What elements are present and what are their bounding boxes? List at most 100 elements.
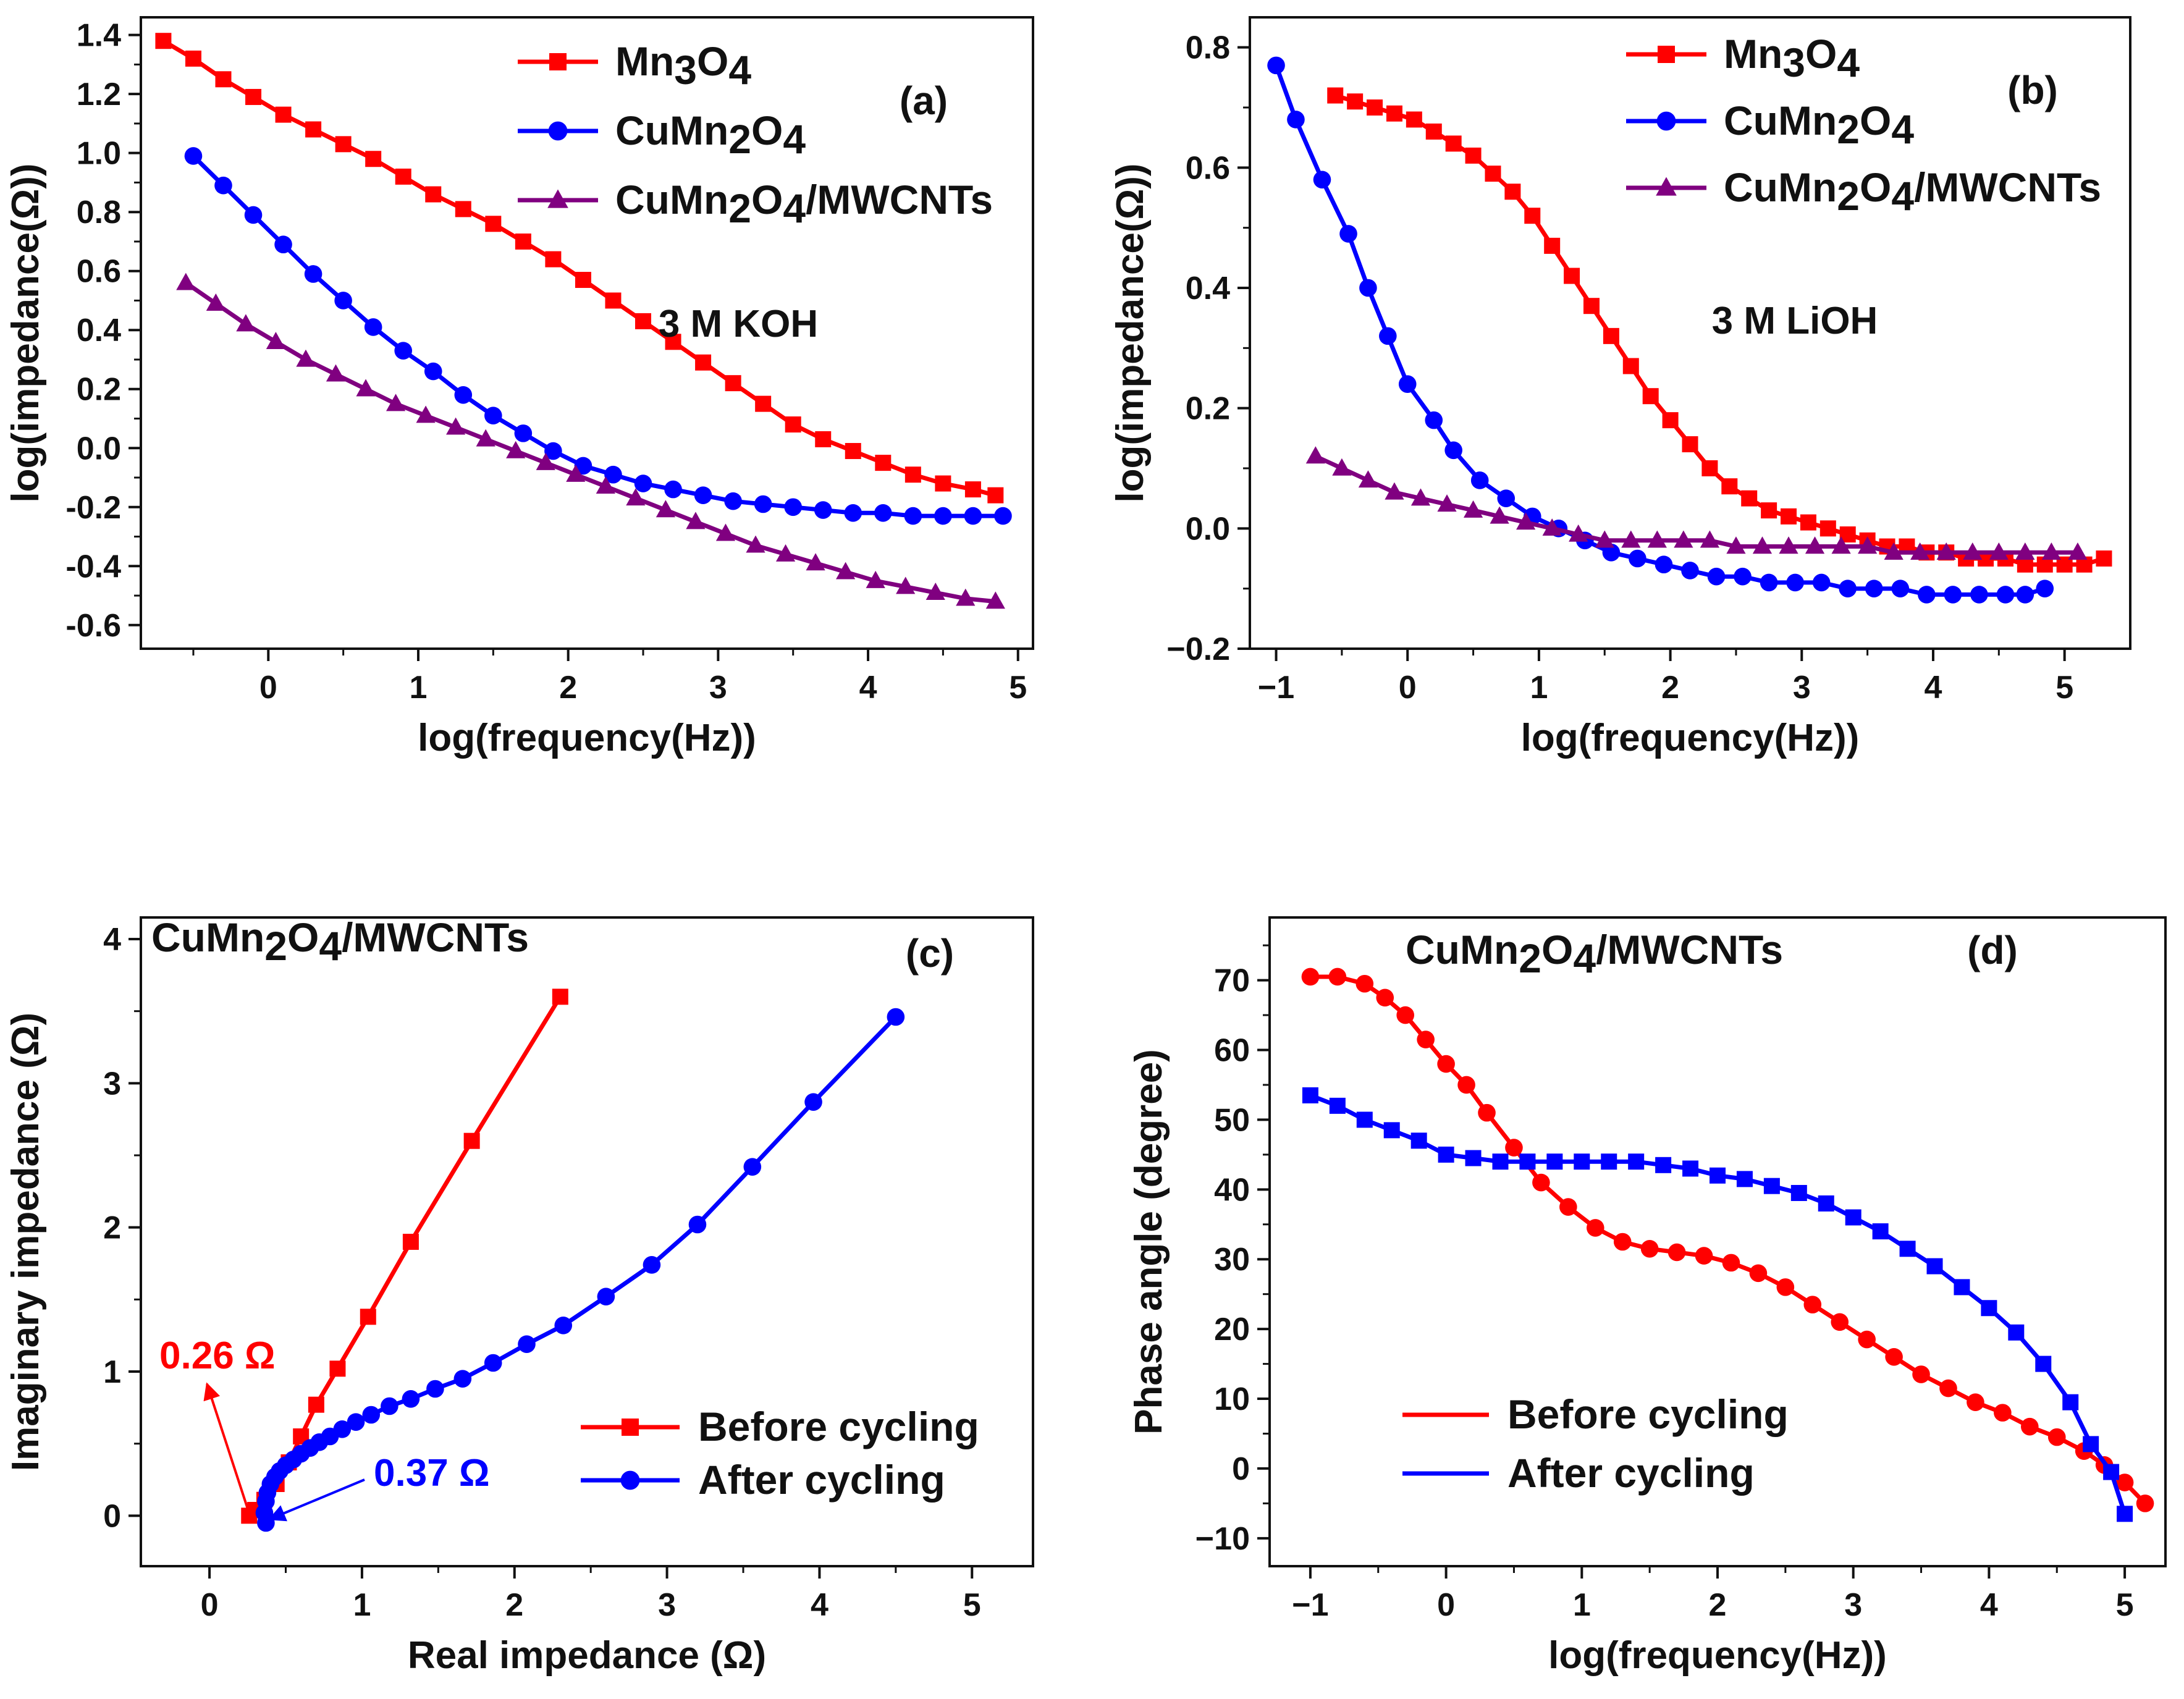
data-point [424, 362, 442, 381]
data-point [836, 562, 856, 580]
panel-label: (b) [2007, 68, 2058, 112]
series-cumn2o4 [1267, 56, 2054, 604]
data-point [1385, 482, 1404, 500]
data-point [275, 106, 292, 123]
resistance-annotation: 0.26 Ω [159, 1334, 276, 1377]
data-point [1944, 586, 1962, 604]
series-cumn2o4 [184, 147, 1012, 525]
data-point [1465, 1150, 1482, 1166]
data-point [1444, 441, 1462, 460]
data-point [308, 1396, 324, 1413]
data-point [1800, 514, 1816, 531]
legend-entry-label: After cycling [1507, 1450, 1755, 1496]
data-point [455, 201, 471, 217]
x-tick-label: 4 [859, 670, 877, 706]
data-point [1564, 268, 1580, 284]
data-point [1438, 1146, 1454, 1163]
data-point [453, 1370, 472, 1388]
data-point [1516, 512, 1536, 530]
data-point [402, 1234, 419, 1250]
data-point [1485, 166, 1501, 182]
x-tick-label: 5 [2116, 1587, 2134, 1623]
data-point [1603, 327, 1619, 344]
data-point [1383, 1122, 1400, 1139]
data-point [2041, 542, 2061, 560]
data-point [1819, 520, 1836, 537]
y-tick-label: −10 [1195, 1521, 1250, 1557]
data-point [2096, 550, 2112, 567]
data-point [394, 342, 413, 360]
data-point [2068, 542, 2088, 560]
x-tick-label: 4 [811, 1587, 828, 1623]
x-tick-label: 1 [1573, 1587, 1591, 1623]
data-point [2136, 1495, 2154, 1512]
legend: Mn3O4 CuMn2O4 CuMn2O4/MWCNTs [1626, 31, 2101, 219]
data-point [1885, 1347, 1903, 1366]
data-point [1721, 478, 1738, 495]
data-point [2083, 1436, 2099, 1452]
data-point [1329, 1097, 1346, 1114]
data-point [985, 591, 1005, 609]
data-point [184, 147, 203, 165]
data-point [1655, 555, 1673, 574]
data-point [1967, 1393, 1984, 1411]
data-point [1463, 500, 1483, 518]
x-tick-label: 0 [201, 1587, 219, 1623]
data-point [1682, 436, 1698, 453]
data-point [463, 1132, 480, 1149]
data-point [1437, 1055, 1455, 1073]
y-tick-label: 0.4 [77, 313, 121, 348]
y-tick-label: 1.2 [77, 77, 121, 112]
data-point [1379, 327, 1397, 345]
y-axis-label: log(impedance(Ω)) [1109, 163, 1152, 502]
data-point [1763, 1178, 1780, 1194]
data-point [1396, 1006, 1414, 1024]
panel-b: −1 0 1 2 3 4 5 −0.2 0.0 0.2 0.4 0.6 0.8 log(frequency… [1109, 16, 2131, 759]
legend-entry-label: CuMn2O4 [615, 108, 806, 162]
data-point [1647, 530, 1667, 548]
data-point [514, 424, 533, 442]
series-before-cycling [1301, 968, 2154, 1512]
y-tick-label: 4 [103, 922, 121, 958]
data-point [1805, 536, 1825, 554]
data-point [381, 1397, 398, 1415]
data-point [1865, 580, 1883, 597]
data-point [1700, 530, 1720, 548]
data-point [1504, 183, 1521, 200]
data-point [845, 443, 861, 460]
x-tick-label: 1 [353, 1587, 371, 1623]
data-point [1655, 1157, 1672, 1173]
data-point [329, 1360, 346, 1377]
data-point [1954, 1279, 1970, 1296]
x-tick-label: −1 [1292, 1587, 1328, 1623]
data-point [1891, 580, 1910, 597]
data-point [964, 507, 982, 525]
panel-title: CuMn2O4/MWCNTs [151, 914, 529, 969]
data-point [1640, 1239, 1659, 1258]
data-point [935, 475, 951, 492]
x-tick-label: 5 [1009, 670, 1027, 706]
data-point [1586, 1219, 1604, 1237]
data-point [236, 314, 256, 332]
data-point [1470, 471, 1489, 489]
data-point [1546, 1153, 1563, 1170]
data-point [1884, 542, 1904, 560]
legend: Before cycling After cycling [581, 1404, 979, 1503]
data-point [1786, 573, 1804, 592]
data-point [604, 465, 622, 484]
legend-entry-label: Before cycling [698, 1404, 979, 1449]
y-tick-label: 0.6 [77, 254, 121, 290]
data-point [597, 1288, 615, 1305]
data-point [695, 354, 712, 371]
y-tick-label: 20 [1214, 1312, 1250, 1347]
x-tick-label: 3 [1844, 1587, 1862, 1623]
data-point [694, 486, 712, 504]
data-point [1899, 1241, 1916, 1257]
x-tick-label: 4 [1980, 1587, 1998, 1623]
data-point [1818, 1195, 1834, 1212]
data-point [1736, 1171, 1753, 1187]
y-axis-label: Imaginary impedance (Ω) [4, 1013, 47, 1471]
data-point [1981, 1300, 1997, 1317]
data-point [1642, 388, 1659, 405]
legend-entry-label: CuMn2O4/MWCNTs [615, 177, 993, 231]
